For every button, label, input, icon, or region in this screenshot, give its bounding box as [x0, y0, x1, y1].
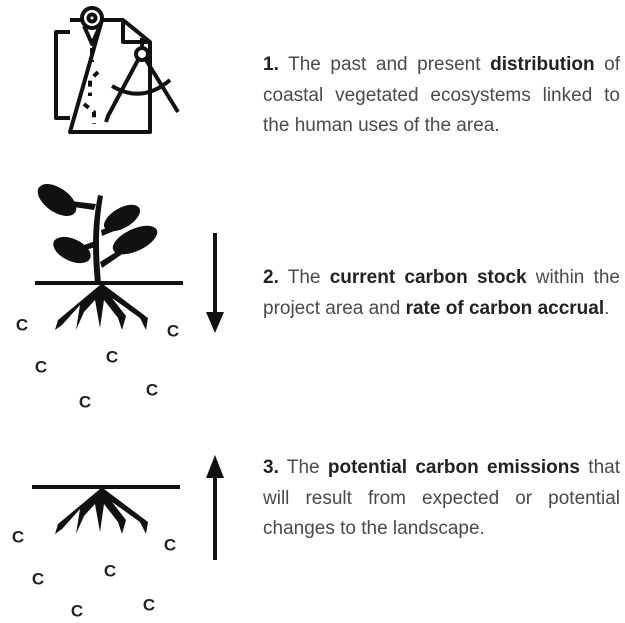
- text: .: [604, 298, 609, 319]
- plant-icon: [32, 178, 183, 330]
- arrow-up: [206, 455, 224, 560]
- carbon-letter: C: [104, 561, 116, 580]
- page: C C C C C C C C C C C C 1. The past and present dis…: [0, 0, 625, 623]
- carbon-letter: C: [146, 380, 158, 399]
- bold-text: distribution: [490, 54, 594, 75]
- carbon-letter: C: [16, 315, 28, 334]
- item-1: 1. The past and present distribution of …: [263, 50, 620, 142]
- item-3: 3. The potential carbon emissions that w…: [263, 453, 620, 545]
- roots-icon: [32, 485, 180, 534]
- carbon-letter: C: [79, 392, 91, 411]
- text: The: [279, 267, 330, 288]
- carbon-letter: C: [71, 601, 83, 620]
- carbon-letter: C: [143, 595, 155, 614]
- bold-text: rate of carbon accrual: [406, 298, 605, 319]
- carbon-letter: C: [106, 347, 118, 366]
- carbon-letter: C: [35, 357, 47, 376]
- text: The past and present: [279, 54, 490, 75]
- bold-text: potential carbon emissions: [328, 457, 580, 478]
- carbon-letter: C: [167, 321, 179, 340]
- map-icon: [56, 8, 178, 132]
- carbon-letter: C: [32, 569, 44, 588]
- item-2: 2. The current carbon stock within the p…: [263, 263, 620, 324]
- bold-text: 1.: [263, 54, 279, 75]
- bold-text: current carbon stock: [330, 267, 527, 288]
- arrow-down: [206, 233, 224, 333]
- bold-text: 2.: [263, 267, 279, 288]
- carbon-letter: C: [164, 535, 176, 554]
- text: The: [279, 457, 328, 478]
- carbon-letter: C: [12, 527, 24, 546]
- bold-text: 3.: [263, 457, 279, 478]
